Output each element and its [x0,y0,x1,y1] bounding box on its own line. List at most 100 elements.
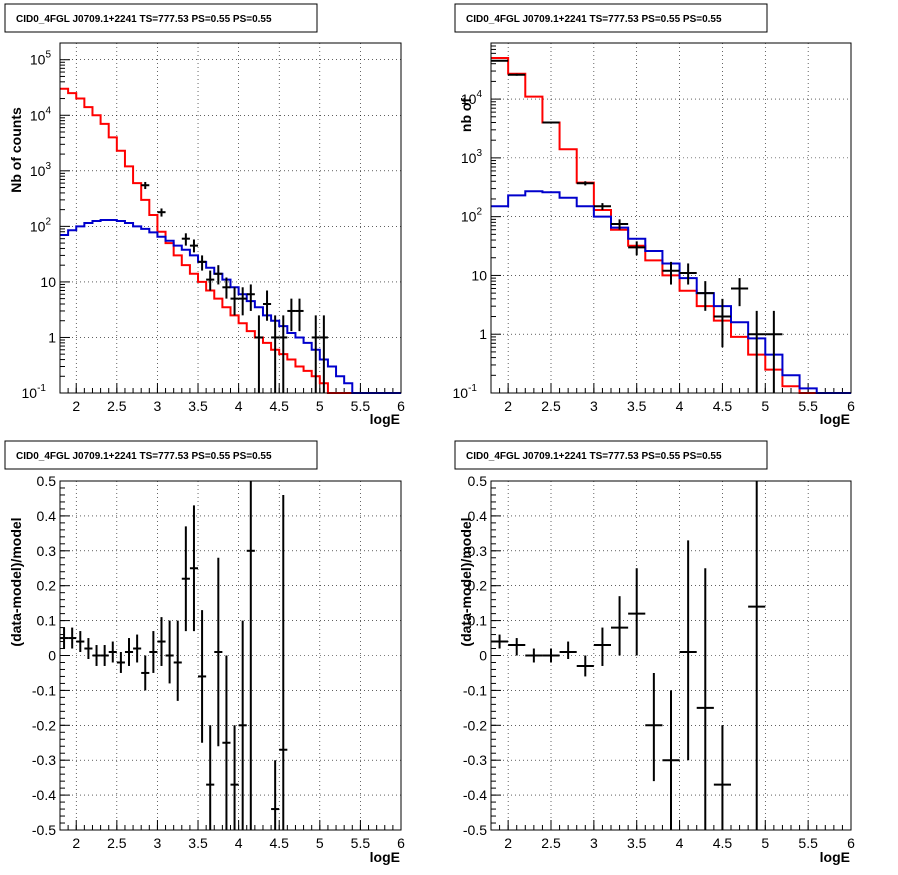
x-tick-label: 2.5 [541,835,561,851]
data-point [149,631,158,673]
y-tick-label: -0.1 [463,682,487,698]
x-tick-label: 3 [590,835,598,851]
data-point [246,284,255,311]
data-point [84,638,93,659]
y-tick-label: -0.2 [463,717,487,733]
data-point [279,494,288,830]
data-point [525,648,543,663]
y-tick-label: 1 [479,326,487,342]
y-tick-label: 0.5 [37,473,57,489]
plot-frame-border [490,42,852,394]
data-point [198,255,207,271]
x-tick-label: 5.5 [351,835,371,851]
y-tick-label: 0 [479,648,487,664]
x-tick-label: 2.5 [107,835,127,851]
data-point [230,725,239,830]
data-point [508,73,526,76]
x-tick-label: 4 [676,398,684,414]
data-point [206,270,215,291]
data-point [271,315,280,393]
data-point [124,638,134,666]
x-tick-label: 5 [761,835,769,851]
data-point [628,568,646,656]
x-axis-label: logE [820,849,850,865]
data-point [271,760,280,830]
data-point [68,627,77,649]
x-tick-label: 2.5 [107,398,127,414]
data-point [713,298,731,348]
y-tick-label: 10 [471,267,487,283]
x-tick-label: 6 [397,835,405,851]
y-tick-label: -0.5 [463,822,487,838]
data-point [246,481,255,830]
data-point [214,557,223,747]
panel-title: CID0_4FGL J0709.1+2241 TS=777.53 PS=0.55… [466,14,722,25]
data-point [491,634,509,649]
data-point [645,672,663,782]
panel-title: CID0_4FGL J0709.1+2241 TS=777.53 PS=0.55… [16,451,272,462]
panel-title: CID0_4FGL J0709.1+2241 TS=777.53 PS=0.55… [466,451,722,462]
data-point [76,631,85,653]
model-histogram-blue [60,219,401,394]
x-tick-label: 6 [397,398,405,414]
x-tick-label: 5.5 [351,398,371,414]
y-tick-exponent: 5 [45,50,51,61]
data-point [731,278,749,307]
x-tick-label: 4 [676,835,684,851]
data-point [311,315,320,393]
y-tick-label: 104 [30,105,52,123]
y-tick-label: 103 [461,148,483,166]
x-tick-label: 3.5 [627,835,647,851]
data-point [576,181,594,186]
y-tick-label: -0.3 [32,752,56,768]
data-point [206,725,215,830]
y-tick-label: 0.5 [468,473,488,489]
x-tick-label: 3.5 [188,398,208,414]
x-tick-label: 4 [235,398,243,414]
y-tick-label: 103 [30,161,52,179]
data-point [696,281,714,311]
data-point [679,540,697,761]
data-point [748,481,766,830]
x-tick-label: 5 [316,398,324,414]
data-point [92,645,101,666]
y-tick-label: 105 [30,50,52,68]
panel-title-box [454,440,768,470]
data-point [508,638,526,656]
x-tick-label: 4.5 [713,835,733,851]
y-tick-exponent: -1 [37,383,46,394]
y-tick-label: -0.4 [463,787,487,803]
data-point [765,310,783,393]
x-tick-label: 2.5 [541,398,561,414]
data-point [662,690,680,830]
data-point [576,655,594,677]
data-point [189,505,199,632]
data-point [287,298,296,332]
data-point [319,315,328,393]
data-point [542,648,560,663]
data-point [181,526,190,632]
x-axis-label: logE [820,411,850,427]
x-tick-label: 2 [504,835,512,851]
plot-frame-border [490,480,852,831]
plot-frame [490,42,852,394]
x-tick-label: 5 [316,835,324,851]
plot-frame [59,480,402,831]
y-axis-label: Nb of counts [8,107,24,193]
panel-title-box [454,3,768,33]
x-tick-label: 5.5 [798,835,818,851]
data-point [198,610,207,743]
y-tick-exponent: 4 [476,89,482,100]
data-point [611,596,629,656]
y-tick-label: 0.1 [468,613,488,629]
y-tick-label: 0 [48,648,56,664]
y-tick-label: -0.5 [32,822,56,838]
x-tick-label: 3 [154,398,162,414]
data-point [679,263,697,285]
y-tick-label: 0.2 [37,578,57,594]
x-tick-label: 2 [72,835,80,851]
y-tick-exponent: 3 [476,148,482,159]
data-point [116,652,125,673]
x-tick-label: 4.5 [269,835,289,851]
x-tick-label: 3 [154,835,162,851]
